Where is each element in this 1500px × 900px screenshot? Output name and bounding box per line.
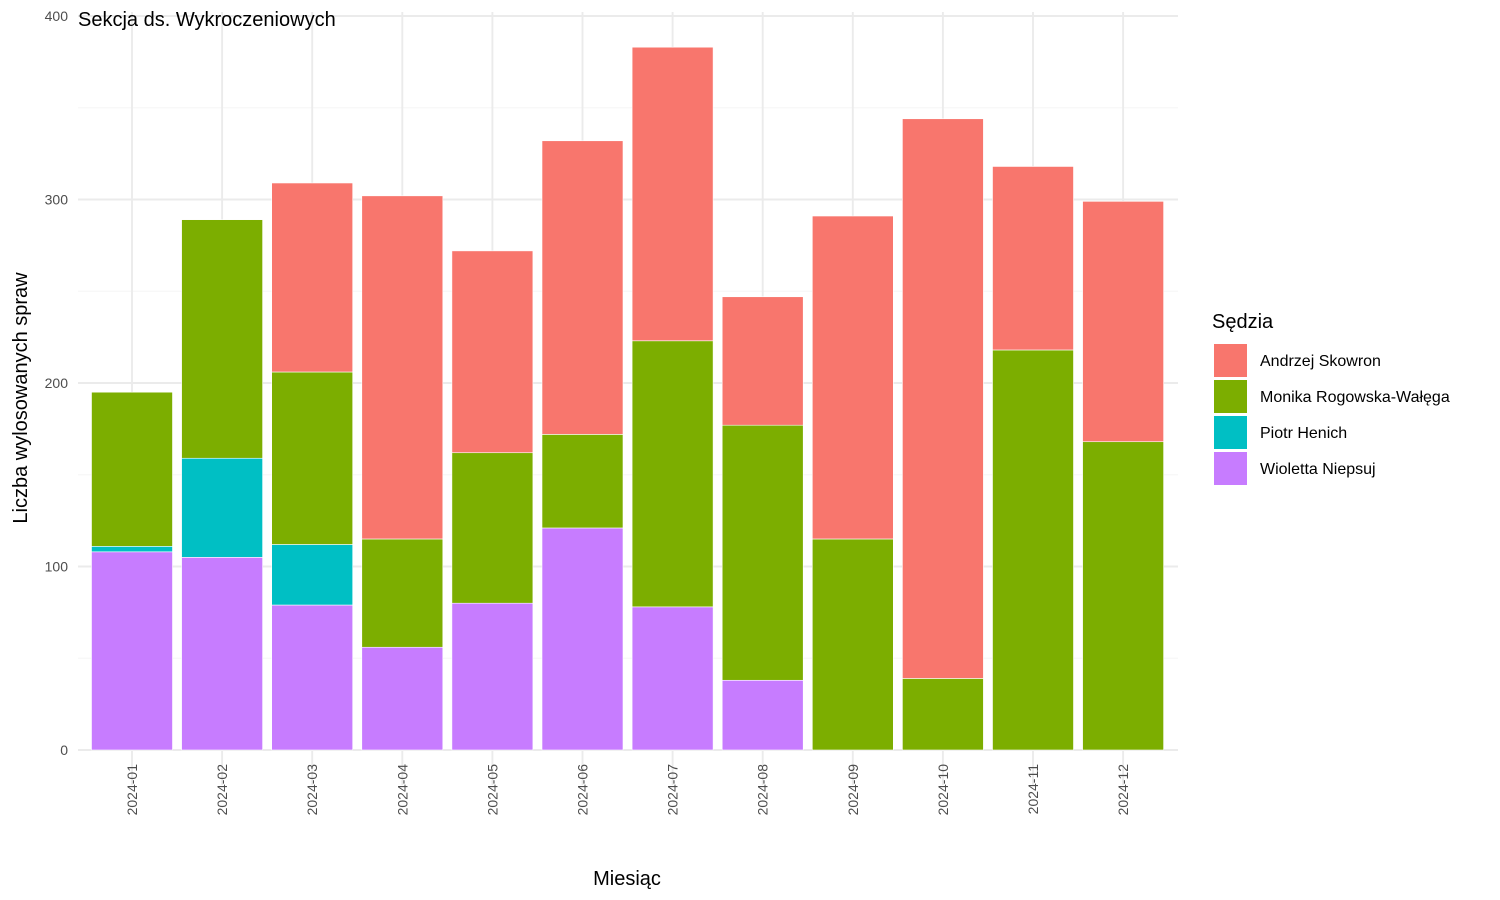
y-tick-label: 200 bbox=[45, 375, 69, 391]
x-tick-label: 2024-10 bbox=[935, 764, 951, 816]
legend-title: Sędzia bbox=[1212, 311, 1274, 333]
x-tick-label: 2024-01 bbox=[124, 764, 140, 816]
x-tick-label: 2024-03 bbox=[304, 764, 320, 816]
x-tick-label: 2024-08 bbox=[755, 764, 771, 816]
chart-title: Sekcja ds. Wykroczeniowych bbox=[78, 9, 336, 31]
bar-segment bbox=[271, 371, 354, 545]
bar-segment bbox=[271, 604, 354, 751]
bar-segment bbox=[992, 349, 1074, 751]
legend-swatch bbox=[1214, 452, 1247, 485]
bar-segment bbox=[1082, 201, 1164, 443]
y-tick-label: 300 bbox=[45, 192, 69, 208]
legend-swatch bbox=[1214, 344, 1247, 377]
bar-segment bbox=[451, 602, 534, 751]
x-tick-label: 2024-12 bbox=[1115, 764, 1131, 816]
bar-segment bbox=[271, 182, 354, 373]
x-tick-label: 2024-05 bbox=[484, 764, 500, 816]
x-tick-label: 2024-11 bbox=[1025, 764, 1041, 815]
bar-segment bbox=[181, 457, 263, 558]
bar-segment bbox=[902, 118, 984, 679]
bar-segment bbox=[271, 544, 354, 606]
bar-segment bbox=[181, 219, 263, 459]
x-tick-label: 2024-07 bbox=[665, 764, 681, 816]
bar-segment bbox=[91, 391, 173, 547]
legend-swatch bbox=[1214, 416, 1247, 449]
bar-segment bbox=[631, 606, 714, 751]
bar-segment bbox=[541, 527, 624, 751]
legend-label: Andrzej Skowron bbox=[1260, 353, 1381, 370]
x-tick-label: 2024-04 bbox=[394, 764, 410, 816]
legend-label: Wioletta Niepsuj bbox=[1260, 461, 1376, 478]
bar-segment bbox=[721, 679, 804, 751]
bar-segment bbox=[541, 434, 624, 529]
y-tick-label: 400 bbox=[45, 8, 69, 24]
bars bbox=[91, 46, 1164, 751]
bar-segment bbox=[361, 538, 444, 648]
bar-segment bbox=[631, 340, 714, 608]
bar-segment bbox=[361, 646, 444, 751]
x-axis-title: Miesiąc bbox=[593, 868, 661, 890]
legend-label: Piotr Henich bbox=[1260, 425, 1347, 442]
x-tick-label: 2024-02 bbox=[214, 764, 230, 816]
bar-segment bbox=[811, 215, 894, 540]
x-tick-label: 2024-09 bbox=[845, 764, 861, 816]
x-tick-label: 2024-06 bbox=[575, 764, 591, 816]
y-axis-title: Liczba wylosowanych spraw bbox=[10, 272, 32, 524]
y-axis-ticks: 0 100 200 300 400 bbox=[45, 8, 69, 758]
bar-segment bbox=[451, 452, 534, 604]
bar-segment bbox=[721, 296, 804, 426]
bar-segment bbox=[1082, 441, 1164, 751]
y-tick-label: 100 bbox=[45, 559, 69, 575]
bar-segment bbox=[631, 46, 714, 342]
bar-segment bbox=[721, 424, 804, 681]
bar-segment bbox=[361, 195, 444, 540]
bar-segment bbox=[902, 678, 984, 751]
y-tick-label: 0 bbox=[60, 742, 68, 758]
bar-segment bbox=[811, 538, 894, 751]
bar-segment bbox=[181, 557, 263, 751]
bar-segment bbox=[992, 166, 1074, 351]
legend-swatch bbox=[1214, 380, 1247, 413]
legend-label: Monika Rogowska-Wałęga bbox=[1260, 389, 1450, 406]
legend: Sędzia Andrzej Skowron Monika Rogowska-Wa… bbox=[1212, 311, 1450, 485]
x-axis-ticks: 2024-01 2024-02 2024-03 2024-04 2024-05 2024-… bbox=[124, 764, 1131, 816]
bar-segment bbox=[541, 140, 624, 435]
bar-segment bbox=[91, 551, 173, 751]
bar-segment bbox=[91, 546, 173, 553]
bar-segment bbox=[451, 250, 534, 454]
